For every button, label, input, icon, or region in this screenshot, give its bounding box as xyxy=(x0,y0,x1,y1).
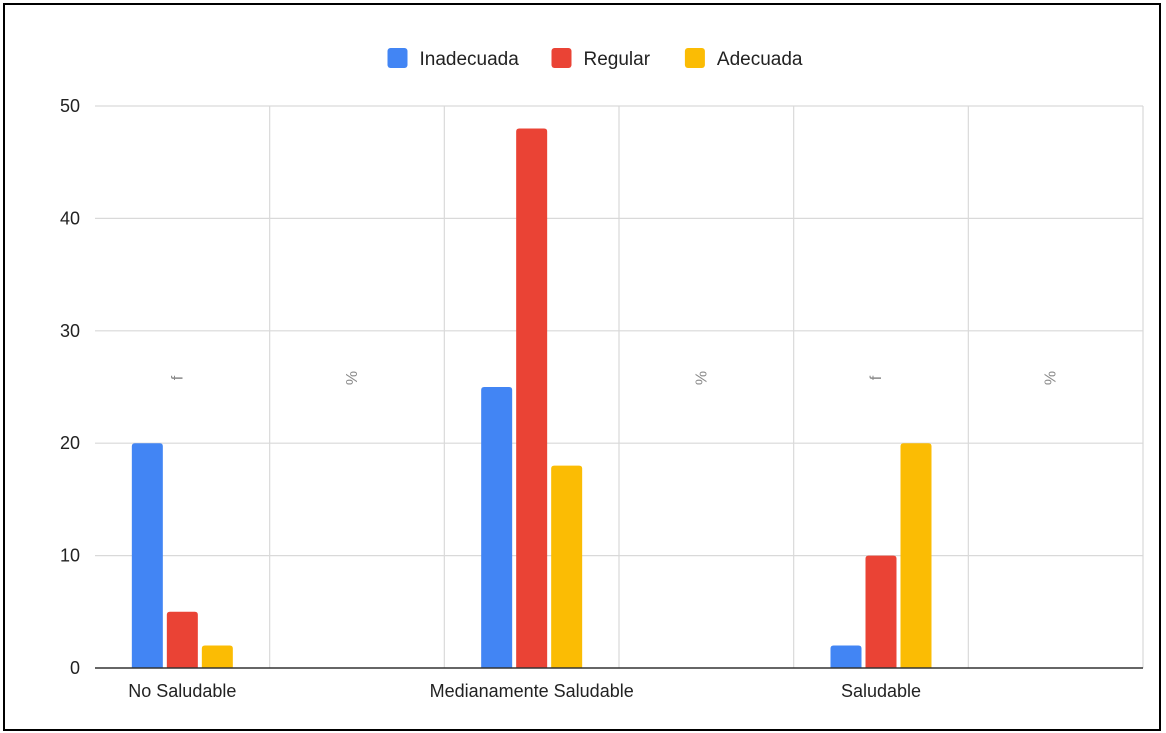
column-labels: f%f%f% xyxy=(169,371,1059,385)
bar-inadecuada xyxy=(481,387,513,668)
legend-swatch xyxy=(684,48,705,68)
y-tick-label: 50 xyxy=(60,96,80,116)
x-tick-label: No Saludable xyxy=(128,681,236,701)
column-label: % xyxy=(1043,371,1060,385)
bar-regular xyxy=(166,611,198,668)
x-tick-label: Saludable xyxy=(841,681,921,701)
column-label: % xyxy=(344,371,361,385)
y-tick-label: 10 xyxy=(60,546,80,566)
bar-adecuada xyxy=(900,443,932,668)
y-tick-label: 30 xyxy=(60,321,80,341)
column-label: % xyxy=(693,371,710,385)
bar-adecuada xyxy=(201,645,233,668)
bar-regular xyxy=(865,555,897,668)
x-tick-label: Medianamente Saludable xyxy=(430,681,634,701)
y-tick-label: 20 xyxy=(60,433,80,453)
legend-label: Adecuada xyxy=(717,49,803,70)
y-tick-label: 0 xyxy=(70,658,80,678)
bar-inadecuada xyxy=(131,443,163,668)
legend-swatch xyxy=(551,48,572,68)
legend-swatch xyxy=(387,48,408,68)
column-label: f xyxy=(868,375,885,380)
legend: Inadecuada Regular Adecuada xyxy=(387,48,803,70)
legend-item: Regular xyxy=(551,48,651,70)
legend-item: Inadecuada xyxy=(387,48,520,70)
bar-inadecuada xyxy=(830,645,862,668)
grid xyxy=(95,105,1144,668)
x-axis: No Saludable Medianamente Saludable Saluda… xyxy=(95,667,1143,701)
column-label: f xyxy=(169,375,186,380)
y-axis: 0 10 20 30 40 50 xyxy=(60,96,80,678)
legend-item: Adecuada xyxy=(684,48,803,70)
bars xyxy=(131,128,932,669)
legend-label: Inadecuada xyxy=(420,49,520,70)
bar-adecuada xyxy=(551,465,583,668)
legend-label: Regular xyxy=(584,49,651,70)
bar-regular xyxy=(516,128,548,669)
y-tick-label: 40 xyxy=(60,208,80,228)
